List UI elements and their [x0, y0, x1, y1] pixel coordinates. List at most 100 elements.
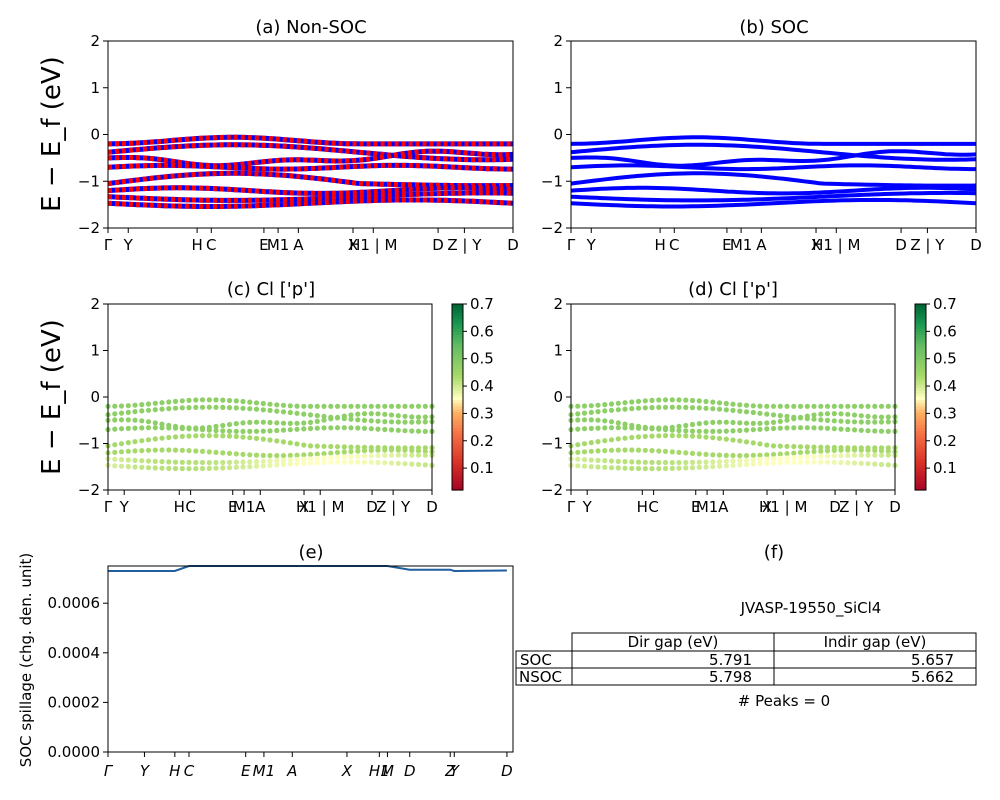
projection-point	[314, 413, 320, 419]
projection-point	[166, 399, 172, 405]
projection-point	[145, 465, 152, 471]
projection-point	[145, 458, 152, 464]
projection-point	[321, 425, 327, 431]
projection-point	[581, 410, 588, 416]
projection-point	[649, 459, 655, 465]
band-line-spin-up	[107, 148, 514, 169]
band-line	[570, 163, 976, 172]
projection-point	[328, 443, 334, 450]
projection-point	[845, 452, 851, 458]
xtick-label: A	[255, 498, 266, 516]
projection-point	[240, 428, 246, 434]
projection-point	[199, 427, 206, 433]
projection-point	[125, 425, 131, 431]
ytick-label: 1	[90, 79, 100, 97]
projection-point	[159, 421, 165, 427]
projection-point	[608, 401, 615, 407]
projection-point	[797, 459, 804, 465]
colorbar-segment	[915, 322, 926, 327]
projection-point	[321, 459, 327, 466]
projection-point	[770, 412, 777, 418]
projection-point	[287, 440, 293, 446]
projection-point	[145, 407, 152, 413]
projection-point	[132, 457, 138, 463]
projection-point	[348, 416, 354, 422]
projection-point	[608, 465, 615, 471]
xtick-label: Z | Y	[910, 236, 945, 254]
colorbar-tick-label: 0.3	[470, 404, 494, 422]
projection-point	[328, 416, 334, 422]
colorbar-segment	[452, 344, 463, 348]
projection-point	[267, 419, 273, 426]
colorbar-tick-label: 0.1	[470, 459, 494, 477]
projection-point	[791, 455, 797, 461]
colorbar-segment	[452, 328, 463, 333]
panel-e-frame	[107, 565, 514, 753]
colorbar-segment	[915, 325, 926, 330]
colorbar-segment	[915, 459, 926, 463]
projection-point	[112, 463, 118, 469]
projection-point	[575, 456, 581, 462]
colorbar-segment	[452, 455, 463, 460]
projection-point	[581, 417, 588, 423]
xtick-label: Y	[119, 498, 130, 516]
ytick-label: 1	[553, 79, 563, 97]
projection-point	[676, 449, 682, 455]
projection-point	[280, 402, 287, 408]
projection-point	[172, 398, 179, 404]
xtick-label: E	[691, 498, 700, 516]
xtick-label: Γ	[104, 236, 113, 254]
panel-c-frame	[107, 303, 433, 491]
projection-point	[845, 411, 851, 417]
colorbar-segment	[452, 462, 463, 466]
projection-point	[220, 404, 226, 410]
projection-point	[382, 460, 388, 466]
table-cell-nsoc-indir: 5.662	[911, 668, 954, 686]
projection-point	[683, 433, 689, 439]
projection-point	[375, 418, 381, 424]
projection-point	[186, 466, 192, 472]
projection-point	[233, 405, 239, 411]
projection-point	[213, 427, 219, 434]
projection-point	[818, 448, 824, 454]
projection-point	[132, 425, 138, 431]
projection-point	[696, 433, 702, 440]
colorbar-segment	[452, 378, 463, 383]
colorbar-frame	[914, 303, 927, 491]
projection-point	[669, 433, 675, 439]
projection-point	[730, 462, 736, 468]
projection-point	[777, 460, 783, 466]
panel-b-bands	[570, 135, 977, 209]
projection-point	[575, 411, 581, 417]
projection-point	[784, 455, 790, 461]
projection-point	[139, 408, 145, 414]
projection-point	[622, 425, 628, 431]
projection-point	[213, 449, 219, 455]
projection-point	[422, 428, 428, 434]
projection-point	[770, 425, 777, 432]
projection-point	[132, 402, 138, 408]
projection-point	[797, 454, 804, 460]
projection-point	[334, 454, 341, 460]
projection-point	[132, 417, 138, 423]
projection-point	[588, 425, 594, 431]
panel-d-frame	[570, 303, 896, 491]
xtick-label: H	[169, 762, 180, 780]
projection-point	[145, 425, 152, 431]
colorbar-segment	[915, 415, 926, 420]
projection-point	[301, 420, 307, 426]
projection-point	[635, 447, 642, 453]
band-line-spin-up	[107, 190, 514, 203]
projection-point	[818, 403, 824, 409]
projection-point	[872, 414, 878, 420]
projection-point	[649, 426, 655, 432]
xtick-label: Z | Y	[839, 498, 874, 516]
band-line	[570, 142, 977, 162]
colorbar-segment	[915, 359, 926, 364]
projection-point	[233, 433, 239, 440]
projection-point	[267, 401, 273, 407]
xtick-label: Γ	[104, 498, 113, 516]
projection-point	[240, 398, 246, 405]
